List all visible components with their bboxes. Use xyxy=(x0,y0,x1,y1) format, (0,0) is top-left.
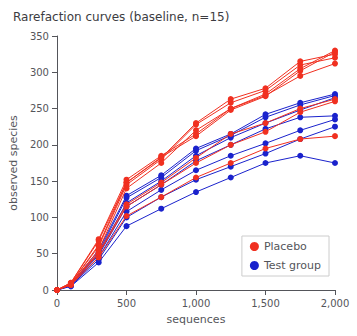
svg-text:1,000: 1,000 xyxy=(182,298,211,309)
svg-text:300: 300 xyxy=(30,67,49,78)
svg-text:0: 0 xyxy=(54,298,60,309)
svg-text:Test group: Test group xyxy=(263,259,321,272)
svg-text:250: 250 xyxy=(30,103,49,114)
svg-text:Rarefaction curves (baseline,: Rarefaction curves (baseline, n=15) xyxy=(13,10,229,24)
svg-text:50: 50 xyxy=(36,248,49,259)
svg-text:200: 200 xyxy=(30,139,49,150)
svg-text:350: 350 xyxy=(30,31,49,42)
svg-text:2,000: 2,000 xyxy=(321,298,350,309)
svg-text:500: 500 xyxy=(117,298,136,309)
svg-text:0: 0 xyxy=(43,285,49,296)
svg-text:1,500: 1,500 xyxy=(251,298,280,309)
svg-text:100: 100 xyxy=(30,212,49,223)
svg-text:Placebo: Placebo xyxy=(264,240,307,253)
svg-text:150: 150 xyxy=(30,176,49,187)
svg-text:observed species: observed species xyxy=(7,115,20,211)
svg-text:sequences: sequences xyxy=(167,313,226,326)
